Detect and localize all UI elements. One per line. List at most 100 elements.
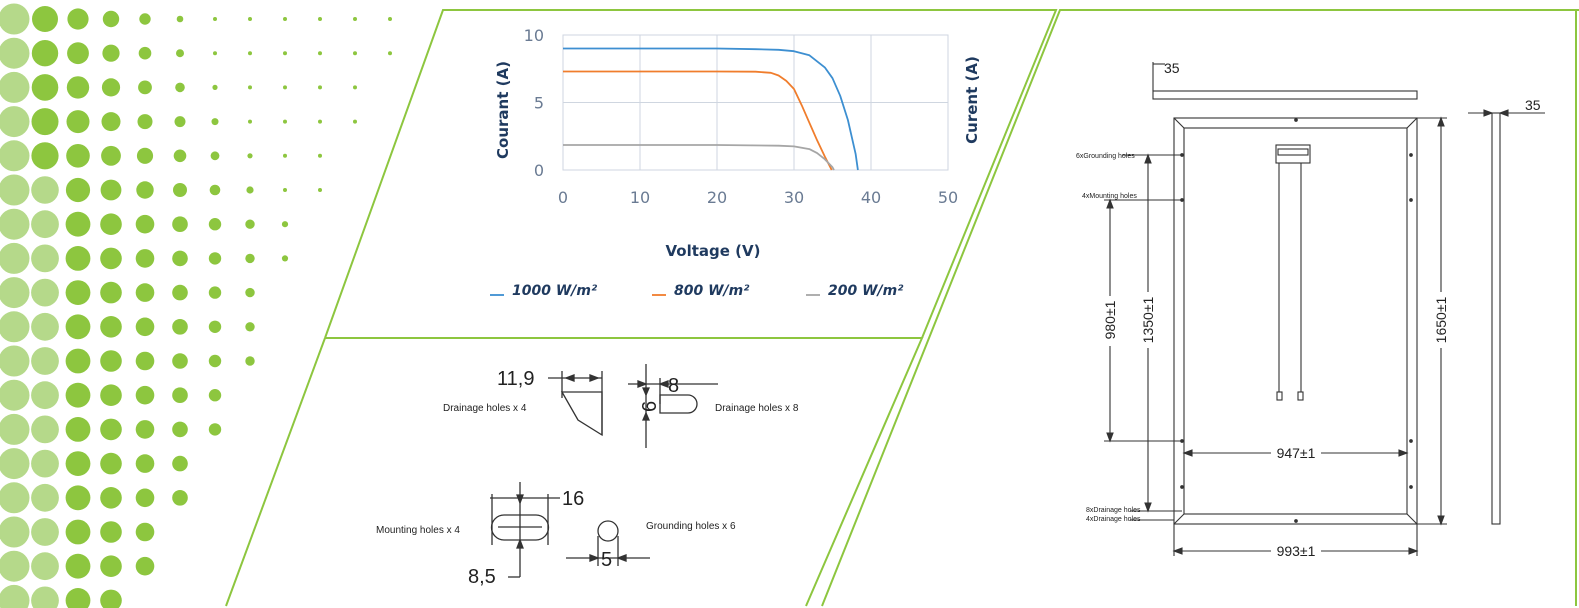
hole-details: 11,9 Drainage holes x 4 8 6 Drainage hol… (376, 364, 799, 588)
halftone-dot (0, 37, 30, 69)
chart-panel-border (324, 9, 1058, 339)
drainage-4-label: 4xDrainage holes (1086, 516, 1141, 523)
panel-outer-frame (1173, 117, 1418, 525)
halftone-dot (281, 255, 289, 262)
halftone-dot (0, 106, 30, 138)
arrow-icon (589, 374, 600, 382)
halftone-dot (0, 345, 30, 377)
halftone-dot (65, 588, 91, 608)
arrow-icon (1106, 432, 1114, 443)
drainage-hole-x4-detail (548, 371, 603, 437)
halftone-dot (245, 287, 255, 298)
halftone-dot (135, 249, 155, 268)
x-tick-label: 0 (558, 188, 568, 207)
mounting-height: 8,5 (468, 566, 496, 588)
halftone-dot (0, 3, 30, 35)
halftone-dot (31, 142, 59, 170)
halftone-dot (174, 116, 186, 128)
iv-curve-chart: 0 10 20 30 40 50 0 5 10 Courant (A) Curent (A) V… (490, 26, 981, 299)
halftone-dot (31, 176, 59, 204)
halftone-dot (353, 51, 357, 56)
halftone-dot (31, 40, 59, 67)
halftone-dot (100, 521, 122, 543)
drainage-x4-dimension: 11,9 (497, 368, 534, 390)
halftone-dot (101, 145, 121, 166)
frame-top-thickness: 35 (1164, 60, 1180, 76)
halftone-dot (138, 46, 152, 60)
halftone-dot (31, 74, 59, 101)
arrow-icon (1182, 449, 1193, 457)
halftone-dot (0, 379, 30, 411)
junction-box (1275, 144, 1311, 164)
halftone-dot (101, 112, 121, 132)
halftone-dot (135, 556, 155, 576)
halftone-dot (283, 51, 287, 56)
halftone-dot (66, 76, 90, 99)
halftone-dot (65, 246, 91, 271)
halftone-dot (100, 316, 122, 338)
arrow-icon (589, 554, 600, 562)
halftone-dot (208, 354, 222, 368)
legend-label: 200 W/m² (828, 283, 904, 299)
halftone-dot (135, 351, 155, 371)
halftone-dot (100, 281, 122, 304)
halftone-dot (246, 186, 254, 194)
arrow-icon (564, 374, 575, 382)
halftone-dot (172, 319, 188, 335)
halftone-dot (65, 280, 91, 305)
panel-mechanical-drawing: 35 35 (1104, 60, 1545, 556)
arrow-icon (642, 387, 650, 397)
halftone-dot (31, 483, 59, 512)
halftone-dot (283, 17, 287, 21)
mounting-width: 16 (562, 488, 584, 510)
halftone-dot (31, 244, 59, 273)
halftone-dot (0, 550, 30, 582)
halftone-dot (0, 584, 30, 608)
halftone-dot (31, 278, 59, 307)
halftone-dot (172, 455, 188, 472)
grounding-hole-x6-detail (566, 520, 650, 566)
halftone-dot (100, 350, 122, 372)
arrow-icon (1106, 198, 1114, 209)
grounding-label: Grounding holes x 6 (646, 521, 736, 532)
drainage-x8-width: 8 (668, 375, 679, 397)
x-tick-label: 10 (630, 188, 650, 207)
halftone-dot (210, 151, 220, 161)
arrow-icon (1483, 109, 1494, 117)
halftone-dot (135, 317, 155, 337)
halftone-dot (353, 85, 357, 90)
halftone-dot (208, 286, 222, 299)
legend-label: 800 W/m² (674, 283, 750, 299)
y-axis-label-left: Courant (A) (494, 61, 512, 159)
chart-legend: 1000 W/m² 800 W/m² 200 W/m² (490, 283, 904, 299)
halftone-dot (353, 119, 357, 124)
halftone-dot (100, 452, 122, 475)
x-tick-label: 30 (784, 188, 804, 207)
dimension-1650: 1650±1 (1433, 296, 1449, 343)
halftone-dot (0, 277, 30, 309)
halftone-dot (135, 214, 155, 234)
panel-drawing-labels: 6xGrounding holes 4xMounting holes 8xDra… (1076, 153, 1450, 560)
halftone-dot (213, 51, 217, 56)
halftone-dot (248, 85, 252, 90)
halftone-dot (0, 482, 30, 514)
dimension-947: 947±1 (1277, 445, 1316, 461)
halftone-dot (135, 283, 155, 302)
halftone-dot (100, 384, 122, 407)
halftone-dot (173, 183, 187, 197)
dimension-993: 993±1 (1277, 543, 1316, 559)
halftone-dot (172, 216, 188, 232)
halftone-dot (175, 82, 185, 93)
halftone-dot (208, 218, 222, 231)
halftone-dot (65, 553, 91, 579)
halftone-dot (135, 454, 155, 473)
x-tick-label: 50 (938, 188, 958, 207)
y-tick-label: 0 (534, 161, 544, 180)
chart-series (563, 47, 859, 171)
halftone-dot (281, 221, 289, 228)
arrow-icon (1398, 449, 1409, 457)
halftone-dot (100, 555, 122, 577)
halftone-dot (101, 78, 121, 97)
panel-frames (225, 9, 1579, 607)
halftone-dot (388, 17, 392, 21)
